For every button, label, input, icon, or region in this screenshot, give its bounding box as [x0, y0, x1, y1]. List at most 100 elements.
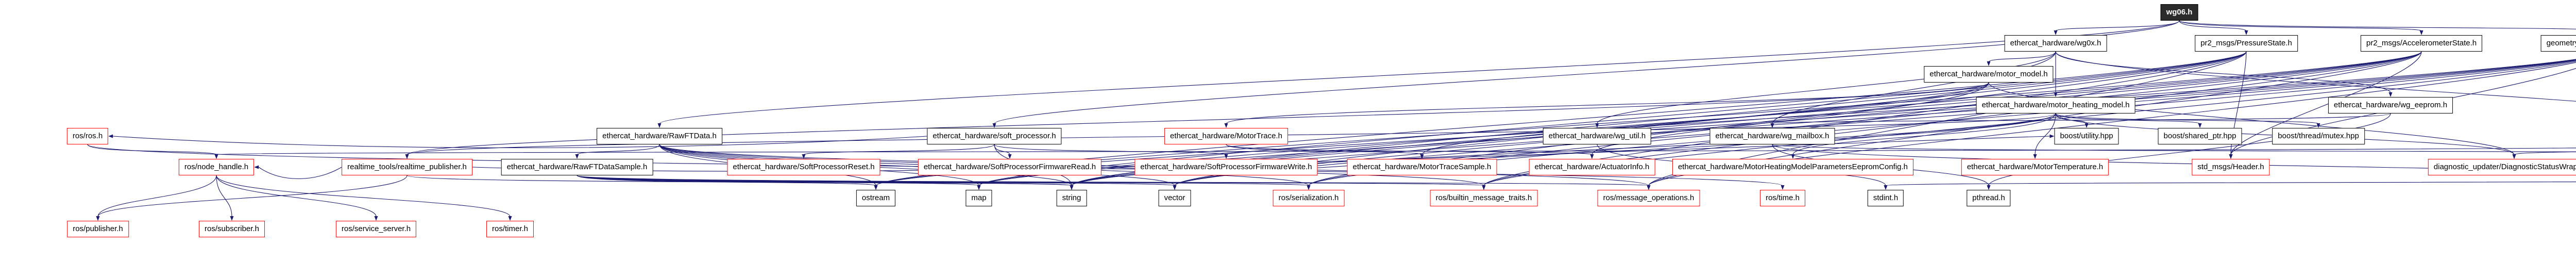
graph-edge-nodehandle-to-publisher — [97, 175, 217, 217]
graph-node-rawftsample[interactable]: ethercat_hardware/RawFTDataSample.h — [501, 159, 653, 175]
graph-edge-mailbox-to-slavehandler — [1772, 144, 2576, 171]
graph-node-wgutil[interactable]: ethercat_hardware/wg_util.h — [1543, 128, 1652, 144]
graph-node-mtsample[interactable]: ethercat_hardware/MotorTraceSample.h — [1347, 159, 1497, 175]
graph-edge-arrowhead — [575, 154, 579, 159]
graph-edge-rawft-to-rawftsample — [577, 144, 660, 155]
graph-edge-eeprom-to-pthread — [1988, 113, 2391, 186]
graph-edge-arrowhead — [1070, 185, 1074, 190]
graph-edge-nodehandle-to-service_server — [216, 175, 377, 217]
graph-node-eeprom[interactable]: ethercat_hardware/wg_eeprom.h — [2328, 97, 2453, 113]
graph-node-subscriber[interactable]: ros/subscriber.h — [199, 221, 265, 237]
graph-edge-arrowhead — [1224, 123, 1228, 128]
graph-edge-arrowhead — [1307, 185, 1311, 190]
graph-edge-rawftsample-to-traits — [577, 175, 1484, 186]
graph-edge-main-to-wg0x — [2055, 20, 2180, 31]
graph-node-mtemp[interactable]: ethercat_hardware/MotorTemperature.h — [1961, 159, 2109, 175]
graph-edge-arrowhead — [1987, 61, 1991, 66]
graph-node-nodehandle[interactable]: ros/node_handle.h — [178, 159, 255, 175]
graph-node-wg0x[interactable]: ethercat_hardware/wg0x.h — [2004, 35, 2107, 52]
graph-edge-arrowhead — [374, 216, 378, 221]
graph-edge-arrowhead — [2229, 154, 2233, 159]
graph-node-rosros[interactable]: ros/ros.h — [66, 128, 109, 144]
graph-node-string: string — [1056, 190, 1087, 206]
graph-edge-arrowhead — [2054, 30, 2058, 35]
graph-edge-main-to-pressure — [2179, 20, 2247, 31]
graph-edge-arrowhead — [1987, 185, 1991, 190]
graph-node-softproc[interactable]: ethercat_hardware/soft_processor.h — [927, 128, 1062, 144]
graph-edge-arrowhead — [1008, 154, 1012, 159]
graph-edge-arrowhead — [2419, 30, 2424, 35]
graph-edge-arrowhead — [214, 154, 218, 159]
graph-node-serialization[interactable]: ros/serialization.h — [1273, 190, 1345, 206]
graph-edge-arrowhead — [230, 216, 234, 221]
graph-edge-arrowhead — [992, 123, 996, 128]
graph-node-pthread: pthread.h — [1967, 190, 2011, 206]
graph-edge-motor_model-to-diagwrap — [1988, 82, 2515, 155]
graph-node-msgops[interactable]: ros/message_operations.h — [1597, 190, 1700, 206]
graph-edge-arrowhead — [2244, 30, 2248, 35]
graph-edge-device-to-nodehandle — [216, 148, 2576, 155]
graph-node-publisher[interactable]: ros/publisher.h — [67, 221, 129, 237]
graph-edge-arrowhead — [1482, 185, 1486, 190]
graph-node-wrench[interactable]: geometry_msgs/WrenchStamped.h — [2540, 35, 2576, 52]
graph-edge-arrowhead — [254, 165, 259, 169]
graph-node-service_server[interactable]: ros/service_server.h — [335, 221, 417, 237]
graph-edge-pressure-to-stdheader — [2230, 51, 2247, 155]
graph-edge-arrowhead — [802, 154, 806, 159]
graph-node-boostshared: boost/shared_ptr.hpp — [2158, 128, 2242, 144]
graph-edge-wg0x-to-motor_model — [1988, 51, 2056, 62]
graph-node-stdheader[interactable]: std_msgs/Header.h — [2192, 159, 2270, 175]
graph-edge-softproc-to-rosros — [113, 136, 927, 149]
graph-edge-rawftsample-to-msgops — [577, 175, 1649, 186]
graph-node-timer[interactable]: ros/timer.h — [486, 221, 534, 237]
graph-edge-motor_model-to-mtsample — [1421, 82, 1989, 155]
graph-edge-arrowhead — [2198, 123, 2202, 128]
graph-edge-wg0x-to-wgutil — [1597, 51, 2056, 124]
graph-edge-arrowhead — [96, 216, 100, 221]
graph-edge-arrowhead — [108, 134, 113, 138]
graph-edge-rosros-to-nodehandle — [87, 144, 217, 155]
graph-edge-arrowhead — [977, 185, 981, 190]
graph-node-spreset[interactable]: ethercat_hardware/SoftProcessorReset.h — [727, 159, 880, 175]
graph-edge-arrowhead — [2033, 154, 2037, 159]
graph-node-heatparams[interactable]: ethercat_hardware/MotorHeatingModelParam… — [1672, 159, 1914, 175]
graph-edge-main-to-accel — [2179, 20, 2422, 31]
graph-edge-arrowhead — [1770, 123, 1774, 128]
graph-node-boostmutex: boost/thread/mutex.hpp — [2272, 128, 2365, 144]
graph-node-diagwrap[interactable]: diagnostic_updater/DiagnosticStatusWrapp… — [2428, 159, 2576, 175]
graph-edge-arrowhead — [2388, 92, 2393, 97]
graph-node-heating[interactable]: ethercat_hardware/motor_heating_model.h — [1976, 97, 2136, 113]
graph-edge-heating-to-boostshared — [2055, 113, 2200, 124]
graph-node-boostutil: boost/utility.hpp — [2054, 128, 2119, 144]
graph-node-pressure[interactable]: pr2_msgs/PressureState.h — [2195, 35, 2298, 52]
graph-node-motortrace[interactable]: ethercat_hardware/MotorTrace.h — [1164, 128, 1288, 144]
graph-node-main[interactable]: wg06.h — [2160, 4, 2198, 21]
graph-node-rawft[interactable]: ethercat_hardware/RawFTData.h — [597, 128, 722, 144]
graph-edge-arrowhead — [508, 216, 512, 221]
graph-node-rtpub[interactable]: realtime_tools/realtime_publisher.h — [342, 159, 472, 175]
graph-edge-arrowhead — [2084, 123, 2089, 128]
graph-node-spread[interactable]: ethercat_hardware/SoftProcessorFirmwareR… — [918, 159, 1102, 175]
graph-edge-rtpub-to-publisher — [97, 175, 408, 217]
graph-edge-arrowhead — [2049, 134, 2055, 138]
graph-edge-rtpub-to-string — [406, 175, 1072, 186]
graph-edge-arrowhead — [1590, 154, 1594, 159]
graph-edge-arrowhead — [1647, 185, 1651, 190]
graph-node-spwrite[interactable]: ethercat_hardware/SoftProcessorFirmwareW… — [1134, 159, 1318, 175]
graph-edge-main-to-wrench — [2179, 20, 2576, 29]
graph-edge-arrowhead — [657, 123, 662, 128]
graph-edge-heating-to-boostmutex — [2055, 113, 2319, 124]
graph-edge-rawftsample-to-vector — [577, 175, 1175, 186]
graph-node-accel[interactable]: pr2_msgs/AccelerometerState.h — [2360, 35, 2483, 52]
graph-node-traits[interactable]: ros/builtin_message_traits.h — [1430, 190, 1538, 206]
graph-edge-nodehandle-to-subscriber — [216, 175, 232, 217]
graph-node-mailbox[interactable]: ethercat_hardware/wg_mailbox.h — [1709, 128, 1835, 144]
graph-edge-nodehandle-to-timer — [216, 175, 511, 217]
graph-edge-softproc-to-spreset — [803, 144, 995, 155]
graph-node-actinfo[interactable]: ethercat_hardware/ActuatorInfo.h — [1529, 159, 1655, 175]
graph-edge-arrowhead — [1173, 185, 1177, 190]
graph-node-time[interactable]: ros/time.h — [1760, 190, 1805, 206]
graph-node-motor_model[interactable]: ethercat_hardware/motor_model.h — [1924, 66, 2054, 83]
graph-node-map: map — [965, 190, 992, 206]
